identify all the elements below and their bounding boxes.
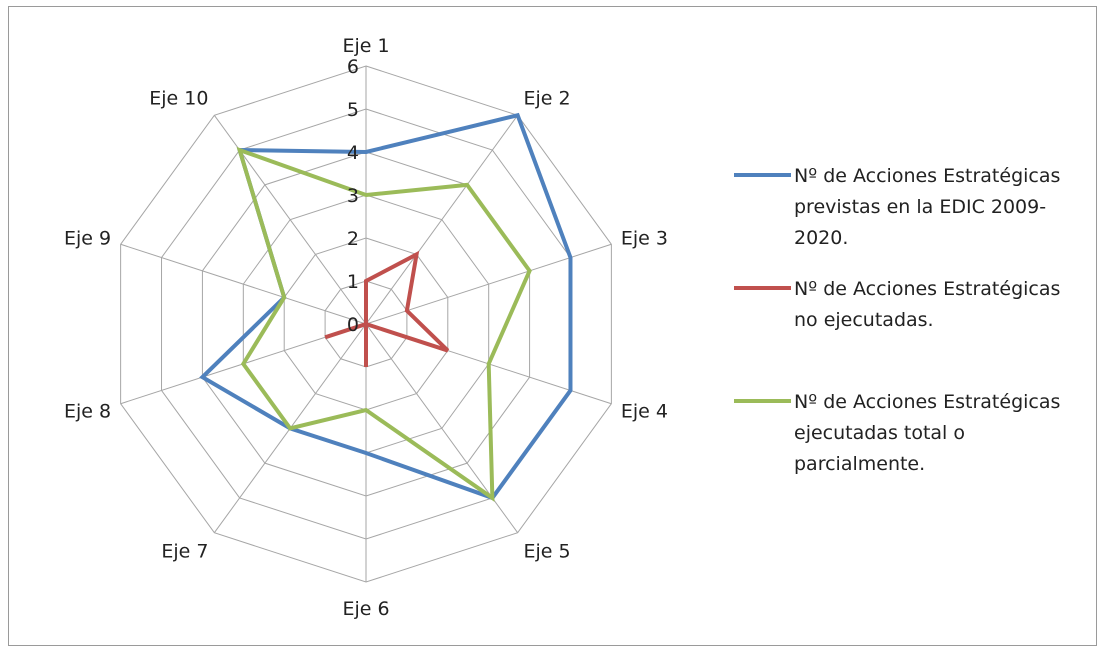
radial-tick-labels: 0 1 2 3 4 5 6 — [347, 56, 359, 336]
legend: Nº de Acciones Estratégicas previstas en … — [734, 165, 1060, 475]
category-label: Eje 10 — [149, 87, 208, 109]
tick-label: 1 — [347, 271, 359, 293]
tick-label: 6 — [347, 56, 359, 78]
tick-label: 5 — [347, 99, 359, 121]
category-label: Eje 6 — [342, 598, 389, 620]
category-label: Eje 5 — [524, 541, 571, 563]
series-line-2 — [324, 250, 450, 367]
spoke-9 — [120, 243, 367, 325]
tick-label: 2 — [347, 228, 359, 250]
legend-label-line: Nº de Acciones Estratégicas — [794, 165, 1060, 187]
category-label: Eje 2 — [524, 87, 571, 109]
category-label: Eje 8 — [64, 401, 111, 423]
legend-label-line: ejecutadas total o — [794, 422, 965, 444]
legend-label-line: 2020. — [794, 227, 848, 249]
category-labels: Eje 1 Eje 2 Eje 3 Eje 4 Eje 5 Eje 6 Eje 7 Eje 8… — [64, 35, 668, 620]
legend-label-line: previstas en la EDIC 2009- — [794, 196, 1046, 218]
tick-label: 4 — [347, 142, 359, 164]
tick-label: 0 — [347, 314, 359, 336]
chart-frame — [8, 6, 1097, 646]
category-label: Eje 7 — [161, 541, 208, 563]
radar-series — [199, 112, 573, 502]
legend-label-line: Nº de Acciones Estratégicas — [794, 278, 1060, 300]
legend-label-line: no ejecutadas. — [794, 309, 934, 331]
category-label: Eje 3 — [621, 227, 668, 249]
category-label: Eje 1 — [342, 35, 389, 57]
spoke-10 — [213, 114, 367, 325]
legend-label-line: parcialmente. — [794, 453, 925, 475]
spoke-2 — [365, 114, 519, 325]
series-line-3 — [236, 146, 532, 502]
legend-label-line: Nº de Acciones Estratégicas — [794, 391, 1060, 413]
category-label: Eje 9 — [64, 227, 111, 249]
category-label: Eje 4 — [621, 401, 668, 423]
spoke-5 — [365, 323, 519, 534]
tick-label: 3 — [347, 185, 359, 207]
